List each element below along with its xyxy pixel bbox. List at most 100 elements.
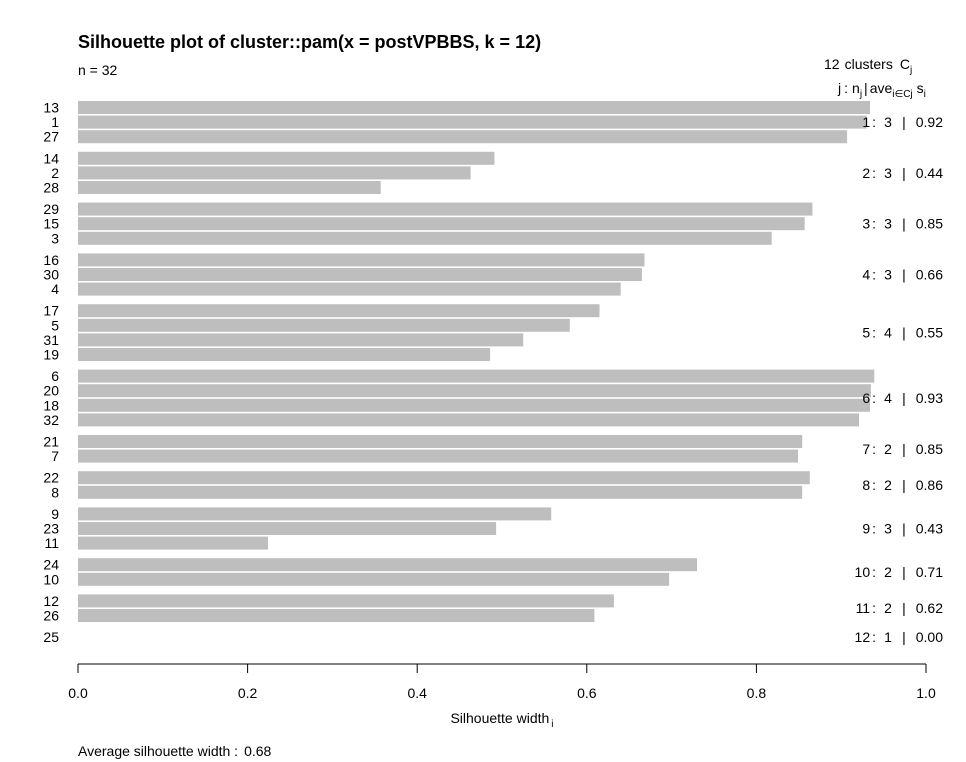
row-label: 4 xyxy=(51,281,59,297)
row-label: 5 xyxy=(51,317,59,333)
x-tick-label: 0.2 xyxy=(238,685,258,701)
cluster-average: 0.43 xyxy=(916,521,943,537)
header-n-sub: j xyxy=(859,89,862,100)
cluster-separator: | xyxy=(902,216,906,232)
bars xyxy=(78,101,875,622)
average-silhouette-value: 0.68 xyxy=(244,743,271,759)
clusters-count: 12 xyxy=(824,56,840,72)
silhouette-bar xyxy=(78,151,495,165)
cluster-colon: : xyxy=(872,564,876,580)
n-label: n = 32 xyxy=(78,62,118,78)
row-label: 8 xyxy=(51,484,59,500)
cluster-j: 4 xyxy=(862,267,870,283)
column-header: j: nj | avei∈Cj si xyxy=(837,80,926,100)
cluster-j: 8 xyxy=(862,477,870,493)
silhouette-bar xyxy=(78,304,600,318)
average-silhouette: Average silhouette width : 0.68 xyxy=(78,743,272,759)
cluster-separator: | xyxy=(902,600,906,616)
cluster-j: 12 xyxy=(855,629,871,645)
header-ave-sub: i∈Cj xyxy=(892,89,912,100)
header-ave: ave xyxy=(870,80,893,96)
x-axis: 0.0 0.2 0.4 0.6 0.8 1.0 xyxy=(68,663,936,701)
cluster-summary: 10: xyxy=(855,564,876,580)
x-axis-label: Silhouette width i xyxy=(450,710,553,730)
cluster-summary: 2: xyxy=(862,165,876,181)
silhouette-bar xyxy=(78,398,870,412)
row-label: 21 xyxy=(43,434,59,450)
cluster-separator: | xyxy=(902,521,906,537)
header-bar: | xyxy=(864,80,868,96)
row-label: 25 xyxy=(43,629,59,645)
cluster-summary: 12: xyxy=(855,629,876,645)
cluster-colon: : xyxy=(872,325,876,341)
header-n: n xyxy=(852,80,860,96)
row-label: 18 xyxy=(43,397,59,413)
cluster-j: 11 xyxy=(856,600,871,616)
silhouette-bar xyxy=(78,435,803,448)
cluster-size: 3 xyxy=(884,114,892,130)
cluster-summary: 6: xyxy=(862,390,876,406)
cluster-size: 4 xyxy=(884,325,892,341)
cluster-summary: 3: xyxy=(862,216,876,232)
cluster-colon: : xyxy=(872,477,876,493)
cluster-size: 4 xyxy=(884,390,892,406)
row-label: 1 xyxy=(51,114,59,130)
clusters-header: 12 clusters Cj xyxy=(824,56,912,76)
cluster-j: 3 xyxy=(862,216,870,232)
silhouette-bar xyxy=(78,282,621,296)
cluster-average: 0.85 xyxy=(916,441,943,457)
silhouette-bar xyxy=(78,572,670,586)
row-label: 12 xyxy=(43,593,59,609)
row-label: 6 xyxy=(51,368,59,384)
cluster-size: 3 xyxy=(884,521,892,537)
cluster-separator: | xyxy=(902,629,906,645)
cluster-colon: : xyxy=(872,114,876,130)
silhouette-bar xyxy=(78,318,570,332)
x-tick-label: 0.4 xyxy=(407,685,427,701)
header-s-sub: i xyxy=(924,89,926,100)
cluster-colon: : xyxy=(872,390,876,406)
silhouette-bar xyxy=(78,507,552,521)
silhouette-bar xyxy=(78,558,697,572)
silhouette-bar xyxy=(78,485,803,499)
clusters-word: clusters xyxy=(845,56,893,72)
average-silhouette-label: Average silhouette width : xyxy=(78,743,238,759)
row-label: 20 xyxy=(43,383,59,399)
silhouette-bar xyxy=(78,594,614,608)
row-label: 13 xyxy=(43,100,59,116)
row-label: 17 xyxy=(43,303,59,319)
cluster-average: 0.92 xyxy=(916,114,943,130)
cluster-average: 0.86 xyxy=(916,477,943,493)
cluster-separator: | xyxy=(902,441,906,457)
cluster-colon: : xyxy=(872,600,876,616)
cluster-j: 2 xyxy=(862,165,870,181)
row-label: 31 xyxy=(43,332,59,348)
row-label: 19 xyxy=(43,347,59,363)
silhouette-bar xyxy=(78,217,805,231)
cluster-summary: 5: xyxy=(862,325,876,341)
header-j: j xyxy=(837,80,841,96)
cluster-size: 3 xyxy=(884,216,892,232)
cluster-separator: | xyxy=(902,390,906,406)
silhouette-bar xyxy=(78,253,645,267)
cluster-separator: | xyxy=(902,477,906,493)
cluster-average: 0.71 xyxy=(916,564,943,580)
row-label: 14 xyxy=(43,150,59,166)
cluster-size: 3 xyxy=(884,165,892,181)
cluster-colon: : xyxy=(872,441,876,457)
cluster-summaries: 1:3 | 0.922:3 | 0.443:3 | 0.854:3 | 0.665:4 | 0.55… xyxy=(855,114,944,645)
silhouette-bar xyxy=(78,609,595,622)
cluster-size: 2 xyxy=(884,441,892,457)
x-tick-label: 0.0 xyxy=(68,685,88,701)
silhouette-bar xyxy=(78,130,848,144)
silhouette-bar xyxy=(78,369,875,383)
cluster-average: 0.93 xyxy=(916,390,943,406)
silhouette-bar xyxy=(78,101,870,114)
cluster-separator: | xyxy=(902,114,906,130)
row-label: 11 xyxy=(44,535,59,551)
cluster-summary: 7: xyxy=(862,441,876,457)
silhouette-bar xyxy=(78,202,813,216)
row-label: 27 xyxy=(43,129,59,145)
cluster-colon: : xyxy=(872,216,876,232)
silhouette-bar xyxy=(78,181,381,194)
